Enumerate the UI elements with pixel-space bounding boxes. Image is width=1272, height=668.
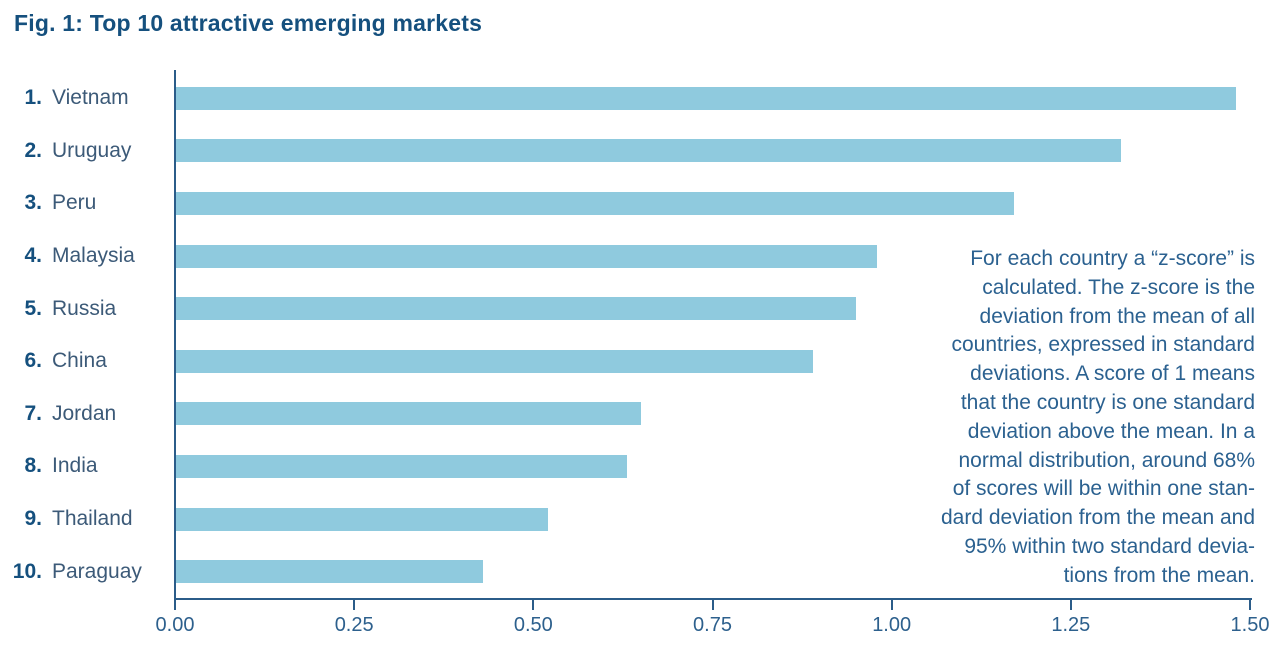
x-tick-label: 0.75 <box>693 614 732 636</box>
country-name: China <box>52 349 107 373</box>
rank-number: 8. <box>24 454 42 478</box>
x-tick-mark <box>1249 600 1251 610</box>
x-tick-label: 0.50 <box>513 614 553 636</box>
bar-row: 7. Jordan <box>0 388 1250 441</box>
category-label: 7. Jordan <box>0 402 175 426</box>
x-tick-label: 1.25 <box>1051 614 1091 636</box>
country-name: Uruguay <box>52 138 132 162</box>
bar <box>175 86 1236 110</box>
bar-track <box>175 244 1250 268</box>
x-axis-line <box>174 598 1252 600</box>
category-label: 10. Paraguay <box>0 560 175 584</box>
rank-number: 6. <box>24 349 42 373</box>
annotation-text: For each country a “z-score” is calculat… <box>940 247 1255 587</box>
category-label: 2. Uruguay <box>0 139 175 163</box>
country-name: India <box>52 454 98 478</box>
rank-number: 3. <box>24 191 42 215</box>
country-name: Jordan <box>52 401 117 425</box>
x-tick-label: 0.25 <box>334 614 374 636</box>
x-tick-label: 1.50 <box>1230 614 1270 636</box>
rank-number: 5. <box>24 296 42 320</box>
x-tick-mark <box>890 600 893 610</box>
bar <box>175 402 641 426</box>
bar <box>175 349 813 373</box>
rank-number: 4. <box>24 244 42 268</box>
category-label: 8. India <box>0 454 175 478</box>
bar-track <box>175 349 1250 373</box>
x-tick-mark <box>353 600 356 610</box>
x-tick-label: 1.00 <box>872 614 912 636</box>
x-tick-label: 0.00 <box>155 614 195 636</box>
category-label: 9. Thailand <box>0 507 175 531</box>
bar <box>175 139 1121 163</box>
rank-number: 10. <box>12 559 42 583</box>
x-tick-mark <box>174 600 176 610</box>
figure-title: Fig. 1: Top 10 attractive emerging marke… <box>14 10 483 36</box>
bar-row: 5. Russia <box>0 282 1250 335</box>
x-tick-mark <box>1069 600 1072 610</box>
bar-track <box>175 402 1250 426</box>
bar-track <box>175 297 1250 321</box>
country-name: Peru <box>52 191 97 215</box>
country-name: Malaysia <box>52 244 135 268</box>
bar <box>175 454 627 478</box>
bar <box>175 560 484 584</box>
bar-row: 2. Uruguay <box>0 125 1250 178</box>
rank-number: 2. <box>24 138 42 162</box>
category-label: 1. Vietnam <box>0 86 175 110</box>
country-name: Thailand <box>52 507 133 531</box>
rank-number: 9. <box>24 507 42 531</box>
bar-row: 8. India <box>0 440 1250 493</box>
category-label: 3. Peru <box>0 191 175 215</box>
bar-row: 3. Peru <box>0 177 1250 230</box>
category-label: 5. Russia <box>0 297 175 321</box>
bar <box>175 191 1014 215</box>
y-axis-line <box>174 70 176 600</box>
bar-row: 10. Paraguay <box>0 545 1250 598</box>
bar-row: 1. Vietnam <box>0 72 1250 125</box>
country-name: Paraguay <box>52 559 142 583</box>
category-label: 4. Malaysia <box>0 244 175 268</box>
bar-track <box>175 191 1250 215</box>
bar-row: 9. Thailand <box>0 493 1250 546</box>
bar <box>175 297 856 321</box>
bar-row: 4. Malaysia <box>0 230 1250 283</box>
x-axis-ticks: 0.00 0.25 0.50 0.75 1.00 1.25 1.50 <box>156 600 1269 645</box>
country-name: Russia <box>52 296 117 320</box>
x-tick-mark <box>711 600 714 610</box>
country-name: Vietnam <box>52 86 129 110</box>
bar-track <box>175 454 1250 478</box>
bar-track <box>175 560 1250 584</box>
rank-number: 1. <box>24 86 42 110</box>
bar-rows: 1. Vietnam 2. Uruguay 3. Peru 4. Malaysia 5. Russ… <box>0 72 1250 598</box>
rank-number: 7. <box>24 401 42 425</box>
bar-track <box>175 86 1250 110</box>
category-label: 6. China <box>0 349 175 373</box>
bar-row: 6. China <box>0 335 1250 388</box>
x-tick-mark <box>532 600 535 610</box>
bar <box>175 244 878 268</box>
bar <box>175 507 548 531</box>
bar-track <box>175 139 1250 163</box>
bar-track <box>175 507 1250 531</box>
